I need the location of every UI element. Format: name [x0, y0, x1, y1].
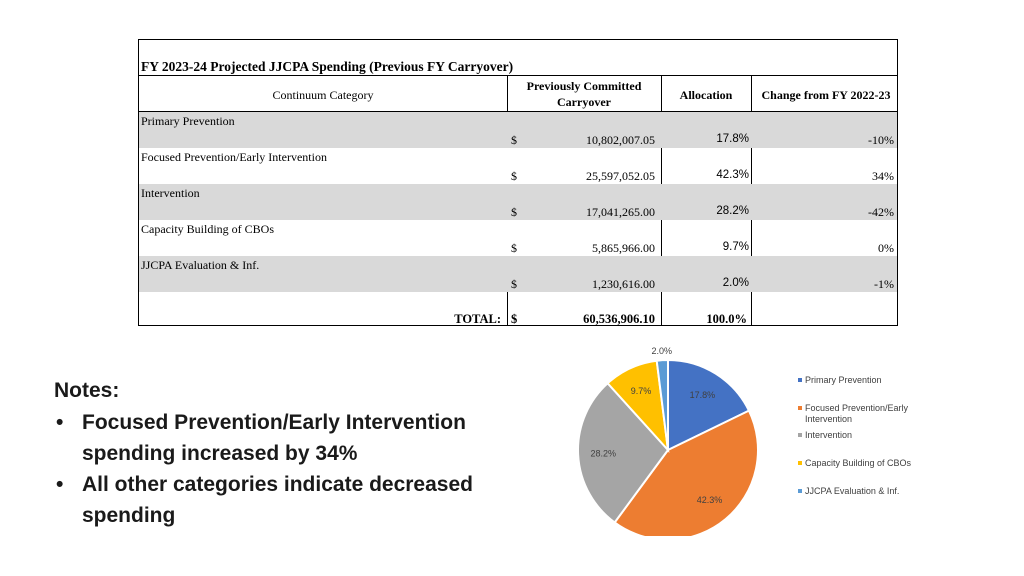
notes-list: • Focused Prevention/Early Intervention s…: [54, 407, 512, 531]
row-change: 0%: [878, 241, 894, 255]
row-change: -10%: [868, 133, 894, 147]
pie-data-label: 42.3%: [697, 495, 723, 505]
row-allocation: 2.0%: [722, 277, 749, 289]
row-category: Capacity Building of CBOs: [141, 222, 274, 236]
allocation-pie-chart: 17.8% 42.3% 28.2% 9.7% 2.0% Primary Preventio…: [577, 346, 912, 536]
legend-swatch: [798, 406, 802, 410]
legend-label: Focused Prevention/Early Intervention: [805, 403, 909, 424]
header-category: Continuum Category: [272, 88, 374, 102]
total-label: TOTAL:: [454, 312, 501, 326]
pie-slice-intervention: [577, 381, 670, 524]
legend-label: Primary Prevention: [805, 375, 882, 385]
note-text: All other categories indicate decreased …: [82, 473, 473, 527]
divider: [507, 292, 508, 326]
row-allocation: 9.7%: [722, 241, 749, 253]
row-dollar: $: [511, 133, 517, 147]
pie-data-label: 9.7%: [631, 386, 652, 396]
spending-table: FY 2023-24 Projected JJCPA Spending (Pre…: [138, 39, 898, 326]
row-change: -1%: [874, 277, 894, 291]
divider: [139, 111, 897, 112]
legend-swatch: [798, 461, 802, 465]
divider: [139, 75, 897, 76]
note-text: Focused Prevention/Early Intervention sp…: [82, 411, 466, 465]
row-change: -42%: [868, 205, 894, 219]
row-amount: 17,041,265.00: [586, 205, 655, 219]
pie-slice-focused-prevention-early-intervention: [613, 409, 759, 536]
note-item: • Focused Prevention/Early Intervention s…: [56, 407, 512, 469]
table-row: Primary Prevention $ 10,802,007.05 17.8%…: [139, 112, 897, 148]
header-carryover: Previously Committed Carryover: [526, 79, 642, 109]
table-title: FY 2023-24 Projected JJCPA Spending (Pre…: [141, 59, 514, 74]
row-dollar: $: [511, 241, 517, 255]
pie-slice-primary-prevention: [667, 358, 751, 452]
total-allocation: 100.0%: [706, 312, 747, 326]
divider: [507, 75, 508, 111]
header-change: Change from FY 2022-23: [761, 88, 891, 102]
bullet-icon: •: [56, 473, 64, 496]
legend-swatch: [798, 378, 802, 382]
row-amount: 25,597,052.05: [586, 169, 655, 183]
pie-data-label: 28.2%: [591, 448, 617, 458]
row-allocation: 28.2%: [716, 205, 749, 217]
row-allocation: 42.3%: [716, 169, 749, 181]
row-change: 34%: [872, 169, 894, 183]
row-dollar: $: [511, 169, 517, 183]
row-dollar: $: [511, 205, 517, 219]
table-row: JJCPA Evaluation & Inf. $ 1,230,616.00 2…: [139, 256, 897, 292]
table-row: Focused Prevention/Early Intervention $ …: [139, 148, 897, 184]
bullet-icon: •: [56, 411, 64, 434]
legend-label: JJCPA Evaluation & Inf.: [805, 486, 899, 496]
table-row: Capacity Building of CBOs $ 5,865,966.00…: [139, 220, 897, 256]
pie-data-label: 17.8%: [690, 390, 716, 400]
legend-label: Intervention: [805, 430, 852, 440]
row-amount: 5,865,966.00: [592, 241, 655, 255]
total-dollar: $: [511, 312, 518, 326]
notes: Notes: • Focused Prevention/Early Interve…: [54, 379, 512, 531]
header-allocation: Allocation: [679, 88, 733, 102]
row-category: Primary Prevention: [141, 114, 235, 128]
pie-slice-jjcpa-evaluation-inf: [655, 358, 669, 451]
row-dollar: $: [511, 277, 517, 291]
pie-data-label: 2.0%: [652, 346, 673, 356]
total-amount: 60,536,906.10: [583, 312, 655, 326]
row-amount: 10,802,007.05: [586, 133, 655, 147]
legend-swatch: [798, 489, 802, 493]
legend-swatch: [798, 433, 802, 437]
row-category: JJCPA Evaluation & Inf.: [141, 258, 260, 272]
note-item: • All other categories indicate decreased…: [56, 469, 512, 531]
table-row: Intervention $ 17,041,265.00 28.2% -42%: [139, 184, 897, 220]
row-amount: 1,230,616.00: [592, 277, 655, 291]
row-category: Intervention: [141, 186, 200, 200]
legend-label: Capacity Building of CBOs: [805, 458, 912, 468]
row-allocation: 17.8%: [716, 133, 749, 145]
notes-title: Notes:: [54, 379, 120, 402]
row-category: Focused Prevention/Early Intervention: [141, 150, 327, 164]
